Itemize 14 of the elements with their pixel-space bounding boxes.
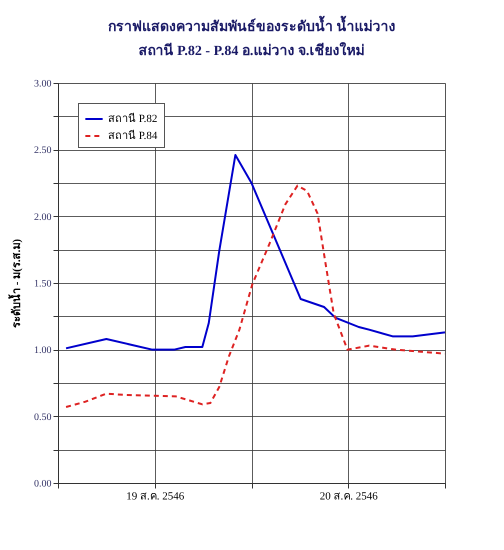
y-tick-label: 0.50 [34,412,52,423]
y-axis-title: ระดับน้ำ - ม(ร.ส.ม) [8,238,23,328]
y-tick-label: 3.00 [34,78,52,90]
y-tick-label: 2.50 [34,145,52,156]
y-tick-label: 1.00 [34,345,52,356]
legend-label: สถานี P.82 [108,112,158,125]
legend-label: สถานี P.84 [108,129,158,142]
x-tick-label: 19 ส.ค. 2546 [126,490,185,502]
chart-subtitle: สถานี P.82 - P.84 อ.แม่วาง จ.เชียงใหม่ [138,41,364,59]
chart-title: กราฟแสดงความสัมพันธ์ของระดับน้ำ น้ำแม่วาง [108,15,396,35]
x-tick-label: 20 ส.ค. 2546 [320,490,378,502]
y-tick-label: 2.00 [34,212,52,223]
y-tick-label: 0.00 [34,478,52,490]
y-tick-label: 1.50 [34,278,52,290]
